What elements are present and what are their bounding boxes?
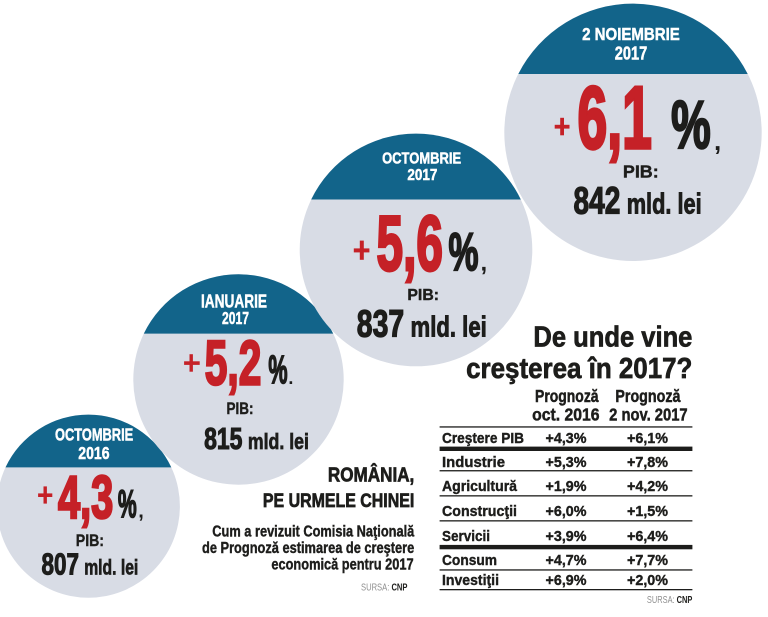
svg-text:+4,2%: +4,2% xyxy=(627,478,668,495)
svg-text:IANUARIE: IANUARIE xyxy=(201,291,267,312)
svg-text:%: % xyxy=(671,87,711,163)
svg-text:PIB:: PIB: xyxy=(76,531,104,550)
svg-text:+5,3%: +5,3% xyxy=(546,454,587,471)
svg-text:6,1: 6,1 xyxy=(578,68,652,167)
svg-text:PIB:: PIB: xyxy=(227,400,254,418)
svg-text:PE URMELE CHINEI: PE URMELE CHINEI xyxy=(263,491,414,512)
svg-text:807: 807 xyxy=(42,547,80,582)
svg-text:Agricultură: Agricultură xyxy=(442,478,518,495)
svg-text:2016: 2016 xyxy=(78,443,109,463)
svg-text:mld. lei: mld. lei xyxy=(84,557,138,580)
svg-text:Construcţii: Construcţii xyxy=(442,503,517,520)
svg-text:2 nov. 2017: 2 nov. 2017 xyxy=(609,404,688,424)
svg-text:SURSA: CNP: SURSA: CNP xyxy=(647,594,693,606)
svg-text:OCTOMBRIE: OCTOMBRIE xyxy=(382,150,461,167)
svg-text:De unde vine: De unde vine xyxy=(533,322,692,354)
svg-text:842: 842 xyxy=(574,179,621,221)
svg-text:837: 837 xyxy=(357,304,404,346)
svg-text:815: 815 xyxy=(204,422,242,456)
svg-text:2017: 2017 xyxy=(407,167,437,184)
svg-text:,: , xyxy=(138,501,144,523)
svg-text:Servicii: Servicii xyxy=(442,528,490,545)
svg-text:mld. lei: mld. lei xyxy=(411,312,487,344)
svg-text:%: % xyxy=(449,223,479,282)
svg-text:Consum: Consum xyxy=(442,552,497,569)
svg-text:Prognoză: Prognoză xyxy=(535,386,599,406)
svg-text:+6,4%: +6,4% xyxy=(627,528,668,545)
svg-text:+4,3%: +4,3% xyxy=(546,430,587,447)
svg-text:mld. lei: mld. lei xyxy=(248,429,309,454)
svg-text:+7,8%: +7,8% xyxy=(627,454,668,471)
svg-text:creşterea în 2017?: creşterea în 2017? xyxy=(466,353,692,385)
svg-text:.: . xyxy=(288,368,293,388)
svg-text:%: % xyxy=(118,483,137,526)
svg-text:oct. 2016: oct. 2016 xyxy=(532,404,599,424)
svg-text:Cum a revizuit Comisia Naţiona: Cum a revizuit Comisia Naţională xyxy=(212,524,414,541)
svg-text:de Prognoză estimarea de creşt: de Prognoză estimarea de creştere xyxy=(202,540,415,557)
svg-text:,: , xyxy=(714,126,721,156)
svg-text:+7,7%: +7,7% xyxy=(627,552,668,569)
svg-text:PIB:: PIB: xyxy=(407,287,439,304)
svg-text:SURSA: CNP: SURSA: CNP xyxy=(361,582,408,594)
svg-text:OCTOMBRIE: OCTOMBRIE xyxy=(55,425,133,445)
svg-text:+1,5%: +1,5% xyxy=(627,503,668,520)
svg-text:Investiţii: Investiţii xyxy=(442,572,499,589)
svg-text:2017: 2017 xyxy=(222,308,249,328)
svg-text:+2,0%: +2,0% xyxy=(627,572,668,589)
svg-text:Industrie: Industrie xyxy=(442,454,505,471)
svg-text:+3,9%: +3,9% xyxy=(546,528,587,545)
svg-text:mld. lei: mld. lei xyxy=(627,188,702,220)
svg-text:Prognoză: Prognoză xyxy=(615,386,680,406)
svg-text:5,2: 5,2 xyxy=(205,329,261,399)
svg-text:PIB:: PIB: xyxy=(623,162,659,182)
svg-text:ROMÂNIA,: ROMÂNIA, xyxy=(328,462,414,486)
svg-text:,: , xyxy=(481,250,488,277)
svg-text:+6,9%: +6,9% xyxy=(546,572,587,589)
svg-text:+6,1%: +6,1% xyxy=(627,430,668,447)
svg-text:+4,7%: +4,7% xyxy=(546,552,587,569)
svg-text:2 NOIEMBRIE: 2 NOIEMBRIE xyxy=(582,24,680,44)
svg-text:2017: 2017 xyxy=(615,43,648,64)
svg-text:economică pentru 2017: economică pentru 2017 xyxy=(271,556,413,573)
svg-text:+6,0%: +6,0% xyxy=(546,503,587,520)
svg-text:Creştere PIB: Creştere PIB xyxy=(442,430,524,447)
svg-text:%: % xyxy=(268,348,287,392)
svg-text:5,6: 5,6 xyxy=(377,201,443,287)
svg-text:+1,9%: +1,9% xyxy=(546,478,587,495)
svg-text:4,3: 4,3 xyxy=(58,463,113,531)
